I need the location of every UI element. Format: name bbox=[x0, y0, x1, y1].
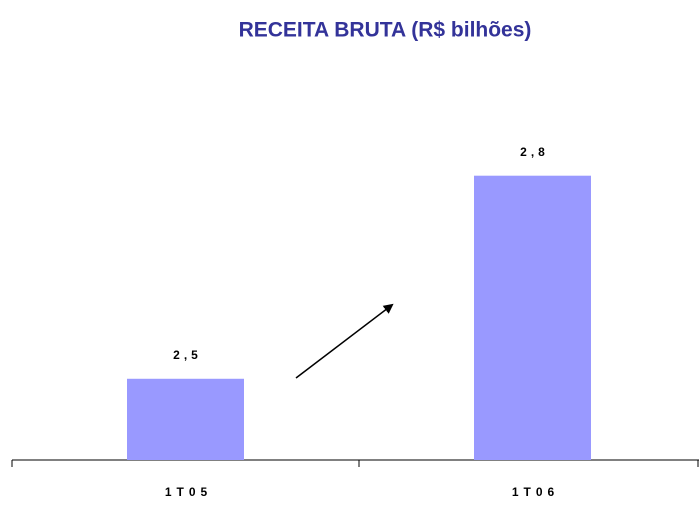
bar bbox=[127, 378, 244, 460]
data-label: 2,8 bbox=[520, 145, 549, 159]
data-label: 2,5 bbox=[173, 348, 202, 362]
bar bbox=[474, 175, 591, 460]
x-tick-label: 1T06 bbox=[512, 485, 559, 499]
chart-title: RECEITA BRUTA (R$ bilhões) bbox=[239, 19, 532, 42]
trend-arrow bbox=[295, 303, 394, 379]
x-tick-label: 1T05 bbox=[165, 485, 212, 499]
